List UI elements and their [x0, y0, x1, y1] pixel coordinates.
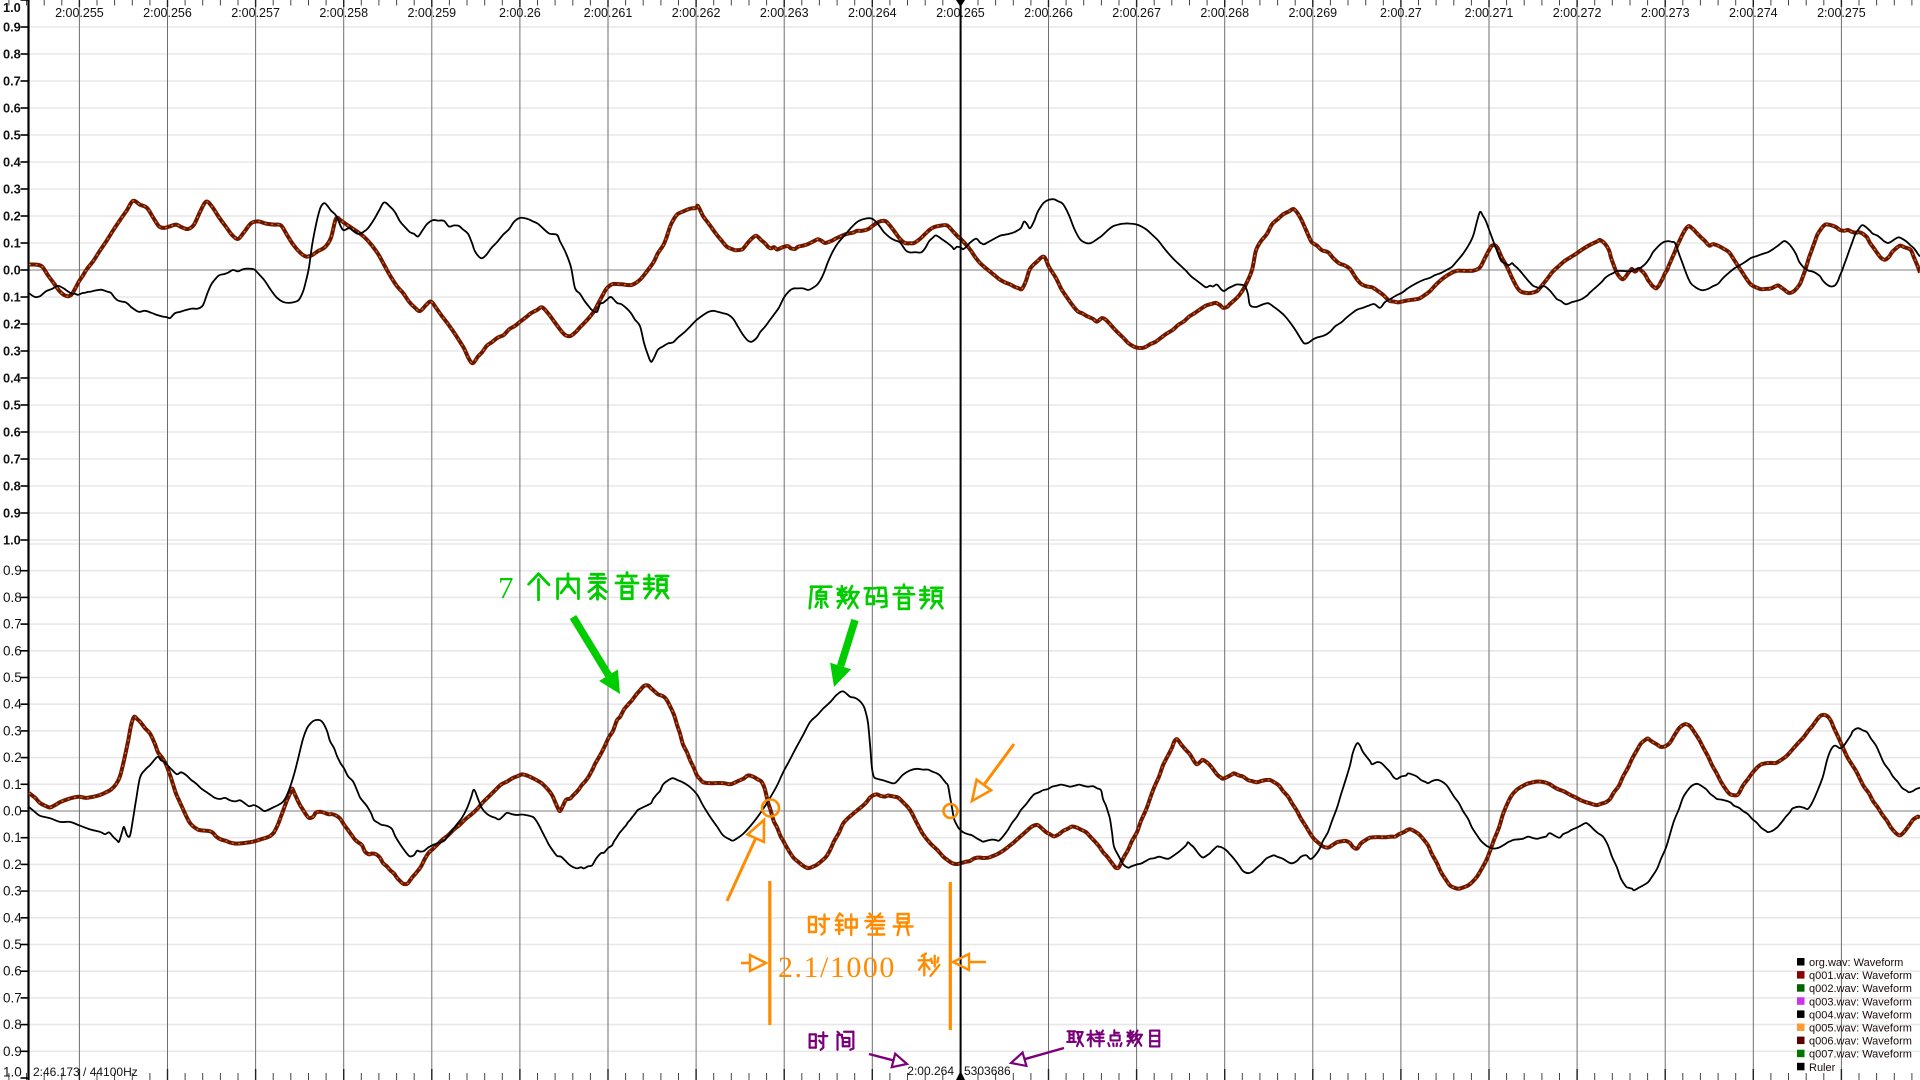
svg-text:5303686: 5303686	[964, 1064, 1011, 1078]
svg-text:0.3: 0.3	[3, 884, 22, 899]
svg-text:0.0: 0.0	[3, 263, 21, 278]
svg-text:2:00.261: 2:00.261	[584, 6, 633, 20]
svg-text:0.4: 0.4	[3, 697, 22, 712]
svg-text:2:00.268: 2:00.268	[1200, 6, 1249, 20]
svg-text:0.6: 0.6	[3, 643, 22, 658]
svg-text:2:00.274: 2:00.274	[1729, 6, 1778, 20]
svg-text:q003.wav: Waveform: q003.wav: Waveform	[1809, 996, 1912, 1008]
svg-text:0.6: 0.6	[3, 964, 22, 979]
svg-text:0.2: 0.2	[3, 857, 22, 872]
svg-text:0.5: 0.5	[3, 670, 22, 685]
svg-text:2:00.269: 2:00.269	[1288, 6, 1337, 20]
svg-text:0.8: 0.8	[3, 479, 21, 494]
svg-text:2:00.257: 2:00.257	[231, 6, 280, 20]
svg-text:0.8: 0.8	[3, 47, 21, 62]
svg-text:2:00.258: 2:00.258	[319, 6, 368, 20]
svg-text:0.8: 0.8	[3, 1017, 22, 1032]
svg-text:Ruler: Ruler	[1809, 1062, 1836, 1074]
svg-text:q005.wav: Waveform: q005.wav: Waveform	[1809, 1023, 1912, 1035]
svg-text:0.1: 0.1	[3, 830, 22, 845]
svg-text:0.3: 0.3	[3, 723, 22, 738]
svg-text:org.wav: Waveform: org.wav: Waveform	[1809, 957, 1903, 969]
svg-text:0.7: 0.7	[3, 74, 21, 89]
svg-text:2:00.273: 2:00.273	[1641, 6, 1690, 20]
svg-text:7: 7	[498, 570, 514, 605]
svg-text:0.7: 0.7	[3, 452, 21, 467]
svg-text:0.5: 0.5	[3, 398, 21, 413]
svg-text:2:00.271: 2:00.271	[1465, 6, 1514, 20]
svg-text:2:00.26: 2:00.26	[499, 6, 541, 20]
svg-text:0.9: 0.9	[3, 1044, 22, 1059]
svg-text:q007.wav: Waveform: q007.wav: Waveform	[1809, 1049, 1912, 1061]
svg-text:2:00.263: 2:00.263	[760, 6, 809, 20]
svg-text:0.4: 0.4	[3, 155, 22, 170]
svg-text:0.7: 0.7	[3, 990, 22, 1005]
svg-text:2:00.259: 2:00.259	[407, 6, 456, 20]
svg-text:0.3: 0.3	[3, 344, 21, 359]
svg-text:q006.wav: Waveform: q006.wav: Waveform	[1809, 1036, 1912, 1048]
svg-text:0.3: 0.3	[3, 182, 21, 197]
svg-text:0.1: 0.1	[3, 290, 21, 305]
svg-text:2:00.262: 2:00.262	[672, 6, 721, 20]
svg-text:0.2: 0.2	[3, 750, 22, 765]
svg-text:2:00.27: 2:00.27	[1380, 6, 1422, 20]
svg-text:0.6: 0.6	[3, 101, 21, 116]
svg-text:0.9: 0.9	[3, 506, 21, 521]
svg-text:0.4: 0.4	[3, 910, 22, 925]
svg-text:2:00.266: 2:00.266	[1024, 6, 1073, 20]
svg-text:0.7: 0.7	[3, 617, 22, 632]
svg-text:2:00.255: 2:00.255	[55, 6, 104, 20]
svg-text:1.0: 1.0	[3, 533, 21, 548]
svg-text:q001.wav: Waveform: q001.wav: Waveform	[1809, 970, 1912, 982]
svg-text:2:46.173 / 44100Hz: 2:46.173 / 44100Hz	[33, 1065, 138, 1079]
svg-text:0.2: 0.2	[3, 209, 21, 224]
svg-text:2:00.264: 2:00.264	[848, 6, 897, 20]
svg-text:q004.wav: Waveform: q004.wav: Waveform	[1809, 1009, 1912, 1021]
svg-text:0.2: 0.2	[3, 317, 21, 332]
svg-text:q002.wav: Waveform: q002.wav: Waveform	[1809, 983, 1912, 995]
svg-text:2:00.267: 2:00.267	[1112, 6, 1161, 20]
svg-text:2:00.275: 2:00.275	[1817, 6, 1866, 20]
svg-text:0.5: 0.5	[3, 937, 22, 952]
svg-text:0.1: 0.1	[3, 236, 21, 251]
svg-text:1.0: 1.0	[3, 1065, 22, 1080]
svg-text:2:00.272: 2:00.272	[1553, 6, 1602, 20]
svg-text:2.1/1000: 2.1/1000	[778, 951, 896, 984]
svg-text:0.9: 0.9	[3, 20, 21, 35]
svg-text:0.8: 0.8	[3, 590, 22, 605]
svg-text:2:00.256: 2:00.256	[143, 6, 192, 20]
svg-text:1.0: 1.0	[3, 0, 21, 15]
svg-text:0.4: 0.4	[3, 371, 22, 386]
svg-text:0.0: 0.0	[3, 804, 22, 819]
svg-text:0.9: 0.9	[3, 563, 22, 578]
svg-text:0.6: 0.6	[3, 425, 21, 440]
svg-text:0.5: 0.5	[3, 128, 21, 143]
svg-text:2:00.264: 2:00.264	[907, 1064, 954, 1078]
svg-text:0.1: 0.1	[3, 777, 22, 792]
